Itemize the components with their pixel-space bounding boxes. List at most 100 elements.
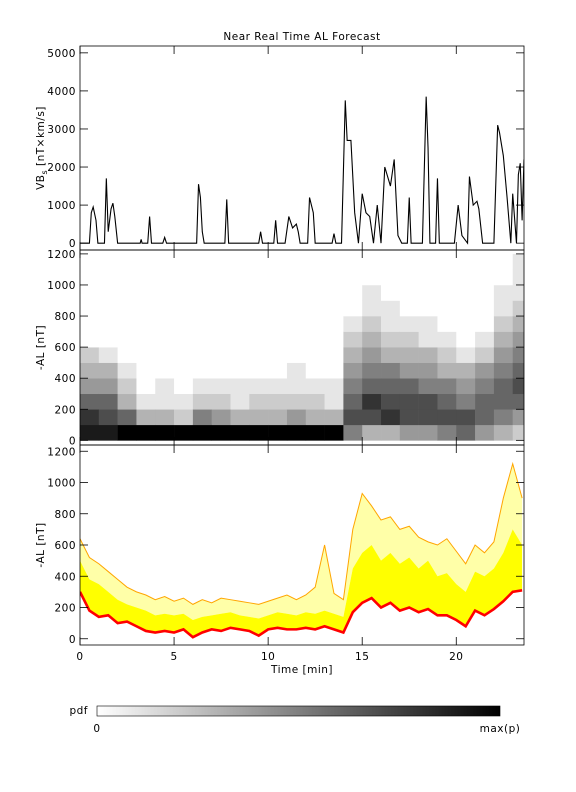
y-tick-label: 200 xyxy=(54,404,76,416)
max-line xyxy=(80,461,523,605)
heat-cell xyxy=(155,253,175,270)
heat-cell xyxy=(286,424,307,441)
y-tick-label: 4000 xyxy=(47,86,76,98)
heat-cell xyxy=(249,393,269,410)
y-tick-label: 200 xyxy=(54,603,76,615)
heat-cell xyxy=(475,362,495,379)
heat-cell xyxy=(286,300,307,317)
heat-cell xyxy=(136,269,156,286)
heat-cell xyxy=(174,347,194,363)
heat-cell xyxy=(493,347,514,363)
plot-area xyxy=(80,96,524,245)
heat-cell xyxy=(192,409,212,426)
heat-cell xyxy=(305,424,325,441)
heat-cell xyxy=(456,378,476,395)
heat-cell xyxy=(192,300,212,317)
heat-cell xyxy=(418,347,438,363)
heat-cell xyxy=(362,378,382,395)
heat-cell xyxy=(117,300,137,317)
heat-cell xyxy=(211,424,231,441)
heat-cell xyxy=(211,362,231,379)
y-tick-label: 0 xyxy=(69,634,76,646)
heat-cell xyxy=(343,284,363,301)
heat-cell xyxy=(211,300,231,317)
heat-cell xyxy=(286,316,307,332)
heat-cell xyxy=(268,393,288,410)
heat-cell xyxy=(136,284,156,301)
y-axis-label-sub: s xyxy=(40,170,49,175)
heat-cell xyxy=(211,347,231,363)
heat-cell xyxy=(192,424,212,441)
heat-cell xyxy=(456,284,476,301)
heat-cell xyxy=(117,378,137,395)
heat-cell xyxy=(249,347,269,363)
heat-cell xyxy=(230,253,250,270)
heat-cell xyxy=(418,331,438,348)
heat-cell xyxy=(324,362,344,379)
heat-cell xyxy=(512,253,524,270)
heat-cell xyxy=(192,331,212,348)
heat-cell xyxy=(117,409,137,426)
heat-cell xyxy=(211,378,231,395)
heat-cell xyxy=(80,269,100,286)
y-tick-label: 1000 xyxy=(47,478,76,490)
heat-cell xyxy=(475,316,495,332)
heat-cell xyxy=(418,362,438,379)
heat-cell xyxy=(381,409,401,426)
y-tick-label: 1000 xyxy=(47,280,76,292)
colorbar-min-label: 0 xyxy=(93,723,100,735)
heat-cell xyxy=(230,316,250,332)
x-tick-label: 5 xyxy=(170,651,177,663)
heat-cell xyxy=(456,409,476,426)
heat-cell xyxy=(80,300,100,317)
heat-cell xyxy=(155,393,175,410)
heat-cell xyxy=(286,409,307,426)
heat-cell xyxy=(437,269,457,286)
heat-cell xyxy=(249,331,269,348)
heat-cell xyxy=(475,331,495,348)
heat-cell xyxy=(493,269,514,286)
heat-cell xyxy=(98,409,118,426)
heat-cell xyxy=(343,300,363,317)
heat-cell xyxy=(155,316,175,332)
heat-cell xyxy=(174,284,194,301)
heat-cell xyxy=(136,316,156,332)
heat-cell xyxy=(362,409,382,426)
heat-cell xyxy=(437,347,457,363)
colorbar-max-label: max(p) xyxy=(480,723,521,735)
heat-cell xyxy=(211,331,231,348)
heat-cell xyxy=(512,409,524,426)
heat-cell xyxy=(136,393,156,410)
heat-cell xyxy=(305,347,325,363)
heat-cell xyxy=(211,409,231,426)
heat-cell xyxy=(117,393,137,410)
median-line xyxy=(80,589,523,639)
heat-cell xyxy=(343,316,363,332)
heat-cell xyxy=(117,269,137,286)
heat-cell xyxy=(305,253,325,270)
heat-cell xyxy=(192,253,212,270)
heat-cell xyxy=(136,409,156,426)
heat-cell xyxy=(512,300,524,317)
heat-cell xyxy=(493,284,514,301)
heat-cell xyxy=(324,347,344,363)
heat-cell xyxy=(475,347,495,363)
heat-cell xyxy=(399,362,419,379)
plot-area xyxy=(80,461,523,639)
heat-cell xyxy=(324,378,344,395)
heat-cell xyxy=(437,393,457,410)
heat-cell xyxy=(456,424,476,441)
heat-cell xyxy=(80,409,100,426)
heat-cell xyxy=(230,347,250,363)
heat-cell xyxy=(343,331,363,348)
heat-cell xyxy=(98,424,118,441)
heat-cell xyxy=(512,347,524,363)
heat-cell xyxy=(268,253,288,270)
heat-cell xyxy=(381,316,401,332)
heat-cell xyxy=(286,393,307,410)
heat-cell xyxy=(174,331,194,348)
heat-cell xyxy=(456,347,476,363)
heat-cell xyxy=(80,284,100,301)
